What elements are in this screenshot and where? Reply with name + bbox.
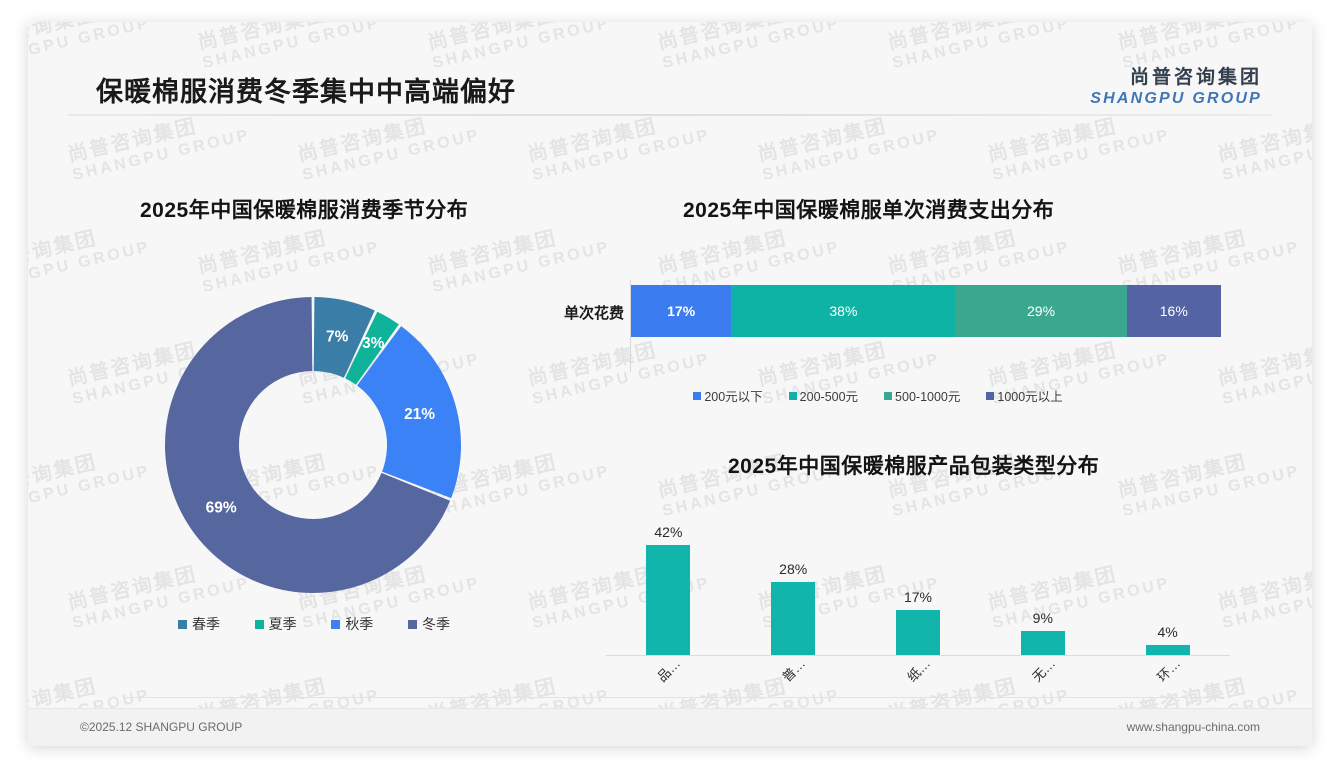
column-label-slot: 无… [980,656,1105,702]
column-value-label: 9% [1032,610,1053,627]
stacked-bar-axis-line [630,280,631,372]
legend-label: 500-1000元 [895,390,961,404]
column-bar[interactable] [771,581,816,655]
single-spend-stacked-bar-chart: 单次花费 17% 38% 29% 16% [528,280,1228,380]
column-label-slot: 普… [731,656,856,702]
stacked-bar-chart-title: 2025年中国保暖棉服单次消费支出分布 [683,199,1055,222]
donut-legend-item[interactable]: 夏季 [254,614,297,634]
legend-swatch [693,391,702,400]
stacked-bar-legend-item[interactable]: 200-500元 [788,386,859,405]
header-divider [68,114,1272,116]
column-axis-labels: 品… 普… 纸… 无… 环… [606,656,1230,702]
stacked-bar-legend: 200元以下 200-500元 500-1000元 1000元以上 [528,386,1228,405]
copyright-text: ©2025.12 SHANGPU GROUP [80,720,243,734]
page-title: 保暖棉服消费冬季集中中高端偏好 [96,77,516,107]
logo-chinese-name: 尚普咨询集团 [1129,67,1262,88]
legend-label: 200-500元 [799,390,859,404]
stacked-bar-legend-item[interactable]: 1000元以上 [986,386,1063,405]
column-axis-label: 品… [654,655,684,685]
column-value-label: 42% [654,523,683,540]
column-value-label: 28% [779,560,808,577]
donut-label-group: 7% 3% 21% 69% [206,329,436,517]
donut-slice[interactable] [165,297,451,593]
donut-slice-label: 3% [362,335,385,352]
donut-slice-label: 69% [206,499,237,516]
column-slot: 42% [606,505,731,655]
legend-label: 春季 [192,616,220,632]
column-label-slot: 品… [606,656,731,702]
column-chart-title: 2025年中国保暖棉服产品包装类型分布 [728,455,1100,478]
season-distribution-donut-chart: 7% 3% 21% 69% [138,277,488,622]
donut-slice[interactable] [313,297,375,378]
website-link[interactable]: www.shangpu-china.com [1126,720,1260,734]
column-axis-label: 环… [1153,655,1183,685]
stacked-bar-legend-item[interactable]: 500-1000元 [884,386,960,405]
column-slot: 17% [856,505,981,655]
donut-svg: 7% 3% 21% 69% [165,297,461,593]
legend-label: 夏季 [268,616,297,632]
legend-swatch [178,619,187,629]
donut-slice-label: 7% [326,329,349,346]
donut-slice-group [165,297,461,593]
stacked-bar-segment[interactable]: 38% [731,285,956,337]
stacked-bar-track: 17% 38% 29% 16% [631,285,1221,337]
stacked-bar-segment[interactable]: 16% [1126,285,1221,337]
legend-label: 秋季 [345,616,374,632]
column-bar[interactable] [1145,644,1190,655]
column-axis-label: 纸… [904,655,934,685]
donut-legend-item[interactable]: 秋季 [331,614,373,634]
column-slot: 4% [1105,505,1230,655]
stacked-bar-legend-item[interactable]: 200元以下 [693,386,763,405]
donut-legend: 春季 夏季 秋季 冬季 [140,614,488,634]
stacked-bar-category-label: 单次花费 [563,305,624,322]
column-slot: 28% [731,505,856,655]
legend-swatch [986,391,995,400]
column-bar[interactable] [646,544,691,655]
slide-canvas: 尚普咨询集团 SHANGPU GROUP 尚普咨询集团 SHANGPU GROUP 尚普… [28,22,1312,746]
donut-chart-title: 2025年中国保暖棉服消费季节分布 [140,199,469,222]
column-label-slot: 环… [1105,656,1230,702]
donut-legend-item[interactable]: 春季 [178,614,220,634]
legend-label: 1000元以上 [997,390,1063,404]
legend-swatch [254,619,264,629]
slide-header: 保暖棉服消费冬季集中中高端偏好 尚普咨询集团 SHANGPU GROUP [28,22,1312,118]
column-bar[interactable] [895,610,940,655]
column-axis-label: 普… [779,655,809,685]
column-label-slot: 纸… [856,656,981,702]
stacked-bar-segment[interactable]: 17% [631,285,732,337]
donut-slice-label: 21% [404,406,435,423]
logo-english-name: SHANGPU GROUP [1090,90,1262,107]
donut-legend-item[interactable]: 冬季 [407,614,450,634]
column-slot: 9% [980,505,1105,655]
column-bar[interactable] [1020,631,1065,655]
slide-footer: ©2025.12 SHANGPU GROUP www.shangpu-china… [28,708,1312,746]
legend-swatch [407,619,417,629]
donut-slice[interactable] [357,326,461,499]
legend-swatch [331,619,341,629]
column-axis-label: 无… [1028,655,1058,685]
legend-label: 冬季 [421,616,450,632]
legend-swatch [788,391,797,400]
brand-logo: 尚普咨询集团 SHANGPU GROUP [1090,62,1262,108]
column-bars-group: 42% 28% 17% 9% 4% [606,505,1230,655]
packaging-type-column-chart: 42% 28% 17% 9% 4% 品… 普… 纸… 无… 环… [598,502,1238,702]
column-chart-baseline [606,655,1230,656]
legend-label: 200元以下 [704,390,763,404]
legend-swatch [884,391,893,400]
column-value-label: 4% [1157,623,1178,640]
stacked-bar-segment[interactable]: 29% [955,285,1127,337]
note-divider [124,697,1220,698]
column-value-label: 17% [903,589,932,606]
donut-slice[interactable] [345,311,399,385]
